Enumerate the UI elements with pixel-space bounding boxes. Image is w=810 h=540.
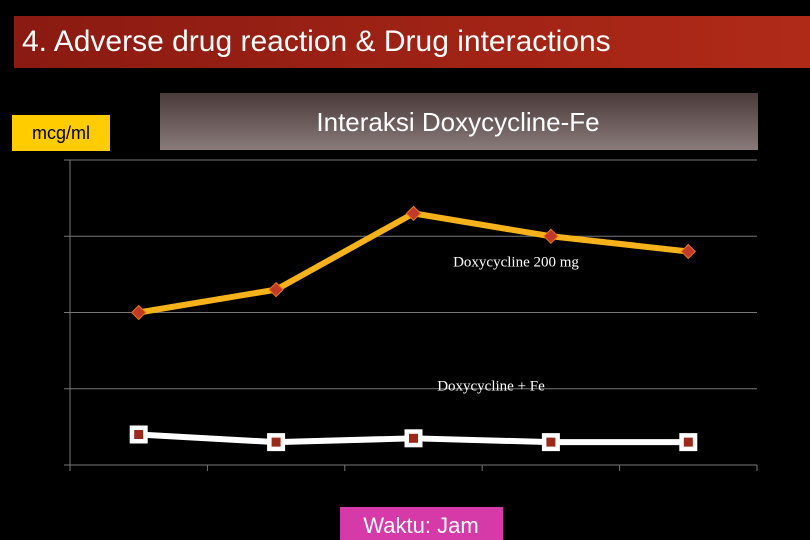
y-axis-label: mcg/ml xyxy=(32,123,90,143)
chart-title-box xyxy=(160,93,758,150)
marker-center xyxy=(546,437,556,447)
series-label: Doxycycline 200 mg xyxy=(453,254,579,270)
marker xyxy=(680,243,697,260)
marker xyxy=(268,281,284,298)
marker xyxy=(543,228,559,244)
plot: Doxycycline 200 mg Doxycycline + Fe xyxy=(64,159,758,471)
marker-center xyxy=(271,437,281,447)
ylabel-box xyxy=(12,115,110,151)
series-line xyxy=(138,210,689,316)
marker xyxy=(130,304,147,321)
marker-center xyxy=(134,430,144,439)
marker-center xyxy=(683,437,693,447)
xlabel-box xyxy=(340,507,503,540)
marker-center xyxy=(409,433,418,443)
chart-title: Interaksi Doxycycline-Fe xyxy=(316,107,599,137)
slide-title: 4. Adverse drug reaction & Drug interact… xyxy=(22,25,611,58)
x-axis-label: Waktu: Jam xyxy=(363,513,478,538)
marker xyxy=(405,205,422,222)
title-banner xyxy=(14,16,810,68)
series-label: Doxycycline + Fe xyxy=(437,378,545,394)
